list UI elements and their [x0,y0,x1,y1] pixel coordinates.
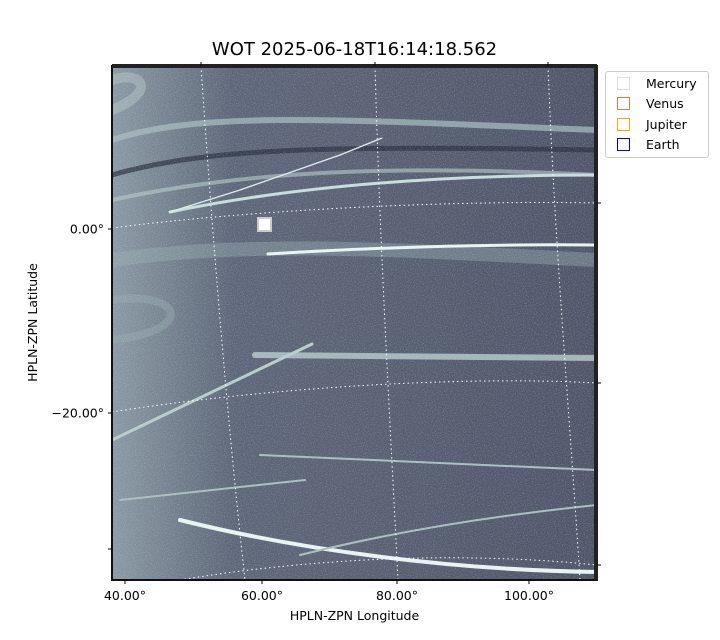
legend-item-jupiter: Jupiter [617,114,687,134]
legend-label: Mercury [646,75,697,91]
legend-label: Earth [646,136,680,152]
mercury-swatch-icon [617,76,630,90]
x-axis-label: HPLN-ZPN Longitude [289,608,420,623]
x-tick-label: 40.00° [103,588,147,603]
y-tick-label: 0.00° [69,221,104,237]
legend-label: Venus [646,95,684,111]
legend-item-venus: Venus [617,93,684,113]
earth-swatch-icon [617,137,630,151]
x-tick-label: 80.00° [375,588,419,603]
x-tick-label: 60.00° [240,588,284,603]
legend-label: Jupiter [646,116,687,132]
venus-swatch-icon [617,96,630,110]
x-tick-label: 100.00° [504,588,554,603]
chart-title: WOT 2025-06-18T16:14:18.562 [211,39,498,60]
y-axis-label: HPLN-ZPN Latitude [25,263,40,382]
tick-marks [108,62,601,584]
legend: Mercury Venus Jupiter Earth [605,71,709,158]
mercury-marker [257,217,272,232]
legend-item-earth: Earth [617,134,680,154]
y-tick-label: −20.00° [51,405,104,421]
jupiter-swatch-icon [617,117,630,131]
coordinate-grid [112,66,597,580]
legend-item-mercury: Mercury [617,73,697,93]
